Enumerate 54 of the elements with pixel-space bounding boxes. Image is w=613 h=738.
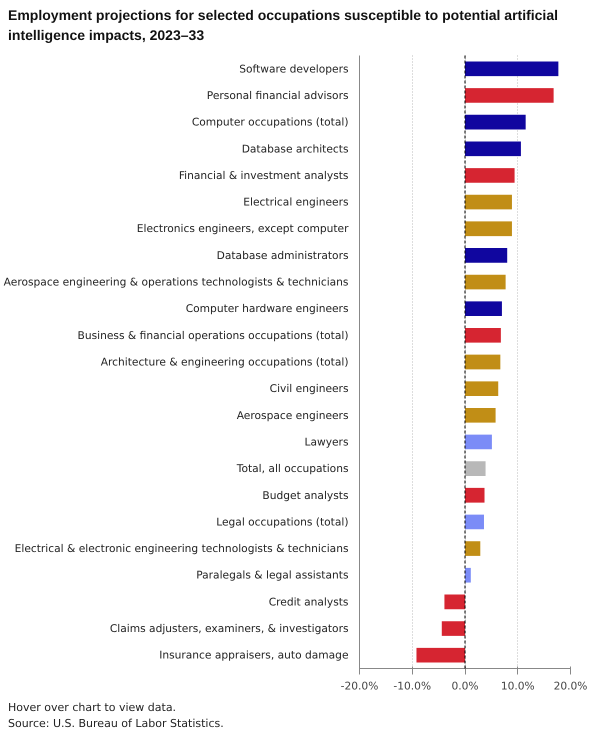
y-tick-label: Database administrators [216, 248, 349, 262]
bar [465, 88, 554, 103]
bar [465, 248, 508, 263]
bar [465, 408, 496, 423]
y-tick-label: Software developers [239, 62, 349, 76]
x-tick-label: 0.0% [451, 680, 479, 692]
source-note: Source: U.S. Bureau of Labor Statistics. [8, 716, 224, 730]
bar [465, 381, 498, 396]
y-tick-label: Database architects [242, 142, 349, 156]
x-tick-label: -10.0% [393, 680, 432, 692]
y-tick-label: Computer occupations (total) [192, 116, 349, 129]
y-tick-label: Paralegals & legal assistants [196, 568, 349, 582]
bar [465, 434, 492, 450]
bar [444, 594, 465, 610]
bar [465, 301, 502, 316]
bar [465, 194, 512, 210]
bar [465, 541, 480, 556]
bar [465, 461, 486, 476]
y-tick-label: Credit analysts [268, 595, 349, 608]
bar [465, 141, 521, 156]
bar [465, 488, 485, 503]
text: Hover over chart to view data. [8, 701, 176, 714]
y-tick-label: Electronics engineers, except computer [136, 222, 350, 236]
chart-title: Employment projections for selected occupations susceptible to potential artificial intelligence impacts, 2023–33 [8, 7, 558, 43]
y-tick-label: Lawyers [304, 435, 349, 448]
y-tick-label: Aerospace engineers [236, 408, 349, 422]
bar [465, 568, 471, 583]
y-tick-label: Total, all occupations [236, 462, 349, 476]
y-tick-label: Electrical & electronic engineering technologists & technicians [14, 542, 349, 556]
bar [416, 648, 465, 663]
y-tick-label: Computer hardware engineers [186, 302, 349, 316]
y-tick-label: Business & financial operations occupations (total) [78, 328, 349, 342]
bar [465, 168, 515, 183]
bar [442, 621, 465, 636]
bar [465, 114, 526, 130]
bar [465, 514, 484, 530]
y-tick-label: Architecture & engineering occupations (total) [100, 356, 349, 368]
y-tick-label: Personal financial advisors [206, 88, 349, 102]
y-tick-label: Aerospace engineering & operations technologists & technicians [4, 276, 349, 289]
y-tick-label: Financial & investment analysts [178, 168, 349, 182]
y-tick-label: Electrical engineers [243, 196, 349, 209]
bar [465, 328, 501, 343]
y-tick-label: Insurance appraisers, auto damage [159, 648, 349, 662]
y-tick-label: Civil engineers [270, 382, 349, 396]
bar [465, 221, 512, 236]
bar [465, 274, 506, 290]
x-tick-label: -20.0% [340, 680, 378, 692]
y-tick-label: Legal occupations (total) [216, 515, 349, 528]
x-tick-label: 20.0% [554, 680, 588, 692]
y-tick-label: Budget analysts [262, 488, 349, 502]
bar [465, 354, 500, 370]
bar [465, 61, 558, 76]
y-tick-label: Claims adjusters, examiners, & investigators [110, 622, 349, 636]
x-tick-label: 10.0% [500, 680, 535, 692]
